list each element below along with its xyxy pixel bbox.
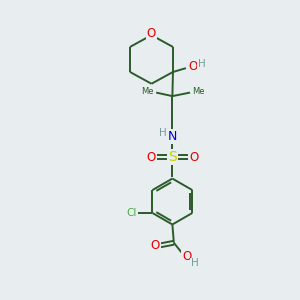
Text: H: H bbox=[159, 128, 167, 138]
Text: H: H bbox=[198, 59, 206, 69]
Text: Me: Me bbox=[141, 88, 154, 97]
Text: O: O bbox=[147, 27, 156, 40]
Text: O: O bbox=[147, 151, 156, 164]
Text: Cl: Cl bbox=[127, 208, 137, 218]
Text: N: N bbox=[168, 130, 177, 143]
Text: O: O bbox=[150, 239, 160, 252]
Text: S: S bbox=[168, 150, 177, 164]
Text: H: H bbox=[190, 258, 198, 268]
Text: Me: Me bbox=[192, 88, 205, 97]
Text: O: O bbox=[182, 250, 191, 263]
Text: O: O bbox=[188, 60, 197, 73]
Text: O: O bbox=[189, 151, 198, 164]
